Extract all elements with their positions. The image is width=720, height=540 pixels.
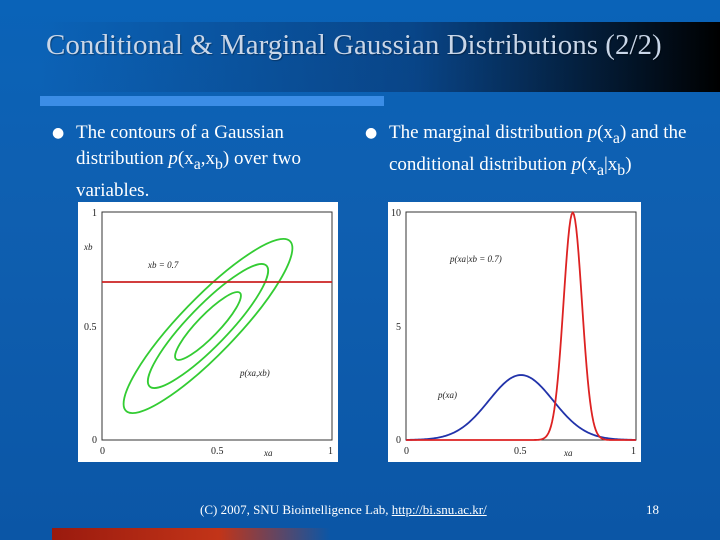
x-tick: 0.5 xyxy=(211,446,224,457)
y-tick: 0.5 xyxy=(84,322,97,333)
x-tick: 0 xyxy=(404,446,409,457)
bullet-left-text: The contours of a Gaussian distribution … xyxy=(76,122,301,201)
contour-ellipse xyxy=(147,263,269,389)
y-tick: 0 xyxy=(396,435,401,446)
conditional-curve xyxy=(406,210,636,441)
bullet-right-text: The marginal distribution p(xa) and the … xyxy=(389,122,687,179)
distribution-figure: 10 5 0 0 0.5 1 xa p(xa|xb = 0.7) p(xa) xyxy=(388,202,641,462)
bullet-dot-icon: ● xyxy=(365,125,378,141)
contour-label: p(xa,xb) xyxy=(239,368,270,378)
y-tick: 5 xyxy=(396,322,401,333)
x-axis-label: xa xyxy=(263,448,273,458)
plot-frame xyxy=(405,211,637,441)
footer-link[interactable]: http://bi.snu.ac.kr/ xyxy=(391,502,487,517)
conditional-label: p(xa|xb = 0.7) xyxy=(449,254,502,264)
footer-text: (C) 2007, SNU Biointelligence Lab, xyxy=(200,502,392,517)
bullet-right: ● The marginal distribution p(xa) and th… xyxy=(365,120,709,184)
distribution-plot: 10 5 0 0 0.5 1 xa p(xa|xb = 0.7) p(xa) xyxy=(391,208,637,458)
plot-frame xyxy=(101,211,333,441)
title-band xyxy=(40,22,720,92)
line-label: xb = 0.7 xyxy=(147,260,179,270)
x-tick: 0 xyxy=(100,446,105,457)
y-tick: 10 xyxy=(391,208,401,219)
slide-title: Conditional & Marginal Gaussian Distribu… xyxy=(46,29,662,61)
footer: (C) 2007, SNU Biointelligence Lab, http:… xyxy=(200,502,487,518)
contour-plot: 1 0.5 0 0 0.5 1 xb xa xb = 0.7 p(xa,xb) xyxy=(83,208,333,458)
x-tick: 0.5 xyxy=(514,446,527,457)
contour-ellipse xyxy=(174,291,242,361)
page-number: 18 xyxy=(646,502,659,517)
x-axis-label: xa xyxy=(563,448,573,458)
footer-bar xyxy=(52,528,330,540)
y-axis-label: xb xyxy=(83,242,93,252)
bullet-left: ● The contours of a Gaussian distributio… xyxy=(52,120,346,204)
x-tick: 1 xyxy=(328,446,333,457)
y-tick: 1 xyxy=(92,208,97,219)
marginal-curve xyxy=(405,374,637,441)
x-tick: 1 xyxy=(631,446,636,457)
y-tick: 0 xyxy=(92,435,97,446)
bullet-dot-icon: ● xyxy=(52,125,65,141)
title-underline xyxy=(40,96,384,106)
contour-figure: 1 0.5 0 0 0.5 1 xb xa xb = 0.7 p(xa,xb) xyxy=(78,202,338,462)
contour-ellipse xyxy=(122,238,294,414)
marginal-label: p(xa) xyxy=(437,390,457,400)
contour-ellipses xyxy=(122,238,294,414)
